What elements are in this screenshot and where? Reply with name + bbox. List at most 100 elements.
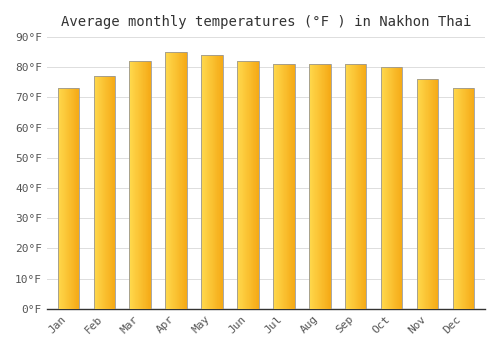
Bar: [180, 52, 181, 309]
Bar: [207, 55, 208, 309]
Bar: [349, 64, 350, 309]
Bar: [454, 89, 455, 309]
Bar: [253, 61, 254, 309]
Bar: [315, 64, 316, 309]
Bar: [137, 61, 138, 309]
Bar: [423, 79, 424, 309]
Bar: [274, 64, 276, 309]
Bar: [179, 52, 180, 309]
Bar: [418, 79, 419, 309]
Bar: [346, 64, 347, 309]
Bar: [381, 67, 402, 309]
Bar: [209, 55, 210, 309]
Bar: [202, 55, 203, 309]
Bar: [100, 76, 101, 309]
Bar: [108, 76, 109, 309]
Bar: [466, 89, 467, 309]
Bar: [277, 64, 278, 309]
Bar: [167, 52, 168, 309]
Bar: [433, 79, 434, 309]
Bar: [347, 64, 348, 309]
Bar: [435, 79, 436, 309]
Bar: [434, 79, 435, 309]
Bar: [459, 89, 460, 309]
Bar: [396, 67, 397, 309]
Bar: [138, 61, 139, 309]
Bar: [309, 64, 330, 309]
Bar: [147, 61, 148, 309]
Bar: [169, 52, 170, 309]
Bar: [177, 52, 178, 309]
Bar: [387, 67, 388, 309]
Bar: [328, 64, 329, 309]
Bar: [237, 61, 238, 309]
Bar: [242, 61, 243, 309]
Bar: [113, 76, 114, 309]
Bar: [399, 67, 400, 309]
Bar: [273, 64, 294, 309]
Bar: [172, 52, 173, 309]
Bar: [144, 61, 145, 309]
Bar: [362, 64, 364, 309]
Bar: [460, 89, 461, 309]
Bar: [465, 89, 466, 309]
Bar: [249, 61, 250, 309]
Bar: [67, 89, 68, 309]
Bar: [66, 89, 67, 309]
Bar: [292, 64, 293, 309]
Bar: [345, 64, 346, 309]
Bar: [314, 64, 315, 309]
Bar: [323, 64, 324, 309]
Bar: [72, 89, 74, 309]
Bar: [389, 67, 390, 309]
Bar: [210, 55, 211, 309]
Bar: [237, 61, 258, 309]
Bar: [104, 76, 105, 309]
Bar: [95, 76, 96, 309]
Bar: [327, 64, 328, 309]
Bar: [185, 52, 186, 309]
Bar: [63, 89, 64, 309]
Bar: [417, 79, 438, 309]
Bar: [321, 64, 322, 309]
Bar: [432, 79, 433, 309]
Bar: [429, 79, 430, 309]
Bar: [166, 52, 167, 309]
Bar: [426, 79, 427, 309]
Bar: [394, 67, 395, 309]
Bar: [469, 89, 470, 309]
Bar: [452, 89, 474, 309]
Bar: [182, 52, 183, 309]
Bar: [257, 61, 258, 309]
Bar: [345, 64, 366, 309]
Bar: [472, 89, 473, 309]
Bar: [420, 79, 421, 309]
Bar: [326, 64, 327, 309]
Bar: [291, 64, 292, 309]
Bar: [384, 67, 385, 309]
Bar: [287, 64, 288, 309]
Bar: [437, 79, 438, 309]
Bar: [78, 89, 79, 309]
Bar: [244, 61, 246, 309]
Bar: [140, 61, 141, 309]
Bar: [282, 64, 283, 309]
Bar: [473, 89, 474, 309]
Bar: [149, 61, 150, 309]
Bar: [94, 76, 95, 309]
Bar: [288, 64, 290, 309]
Bar: [241, 61, 242, 309]
Bar: [470, 89, 471, 309]
Bar: [141, 61, 142, 309]
Bar: [252, 61, 253, 309]
Bar: [393, 67, 394, 309]
Bar: [427, 79, 428, 309]
Bar: [216, 55, 217, 309]
Bar: [74, 89, 75, 309]
Bar: [176, 52, 177, 309]
Bar: [255, 61, 256, 309]
Bar: [148, 61, 149, 309]
Bar: [355, 64, 356, 309]
Bar: [97, 76, 98, 309]
Bar: [175, 52, 176, 309]
